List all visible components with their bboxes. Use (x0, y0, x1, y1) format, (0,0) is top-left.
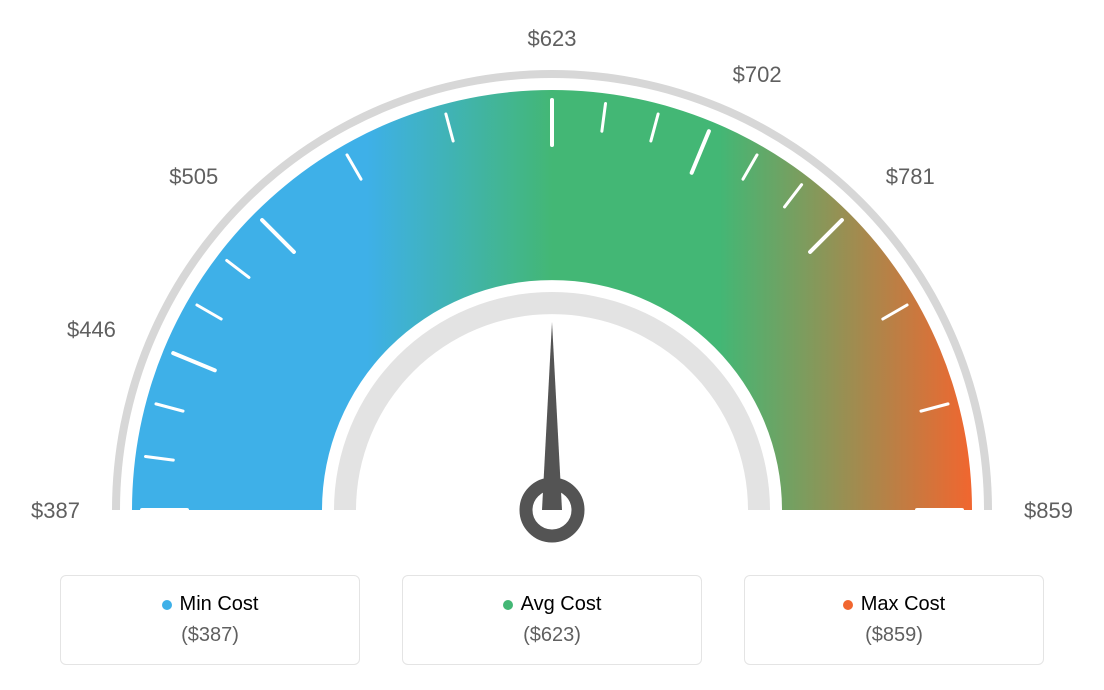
legend-value-min: ($387) (181, 624, 239, 647)
tick-label: $859 (1024, 498, 1073, 524)
legend-label-min: Min Cost (180, 593, 259, 616)
gauge: $387 $446 $505 $623 $702 $781 $859 (0, 0, 1104, 560)
tick-label: $505 (169, 164, 218, 190)
legend-value-max: ($859) (865, 624, 923, 647)
dot-icon (162, 600, 172, 610)
tick-label: $702 (733, 62, 782, 88)
legend-label-max: Max Cost (861, 593, 945, 616)
dot-icon (843, 600, 853, 610)
legend-card-max: Max Cost ($859) (744, 575, 1044, 665)
legend-title-avg: Avg Cost (503, 593, 602, 616)
gauge-svg (0, 0, 1104, 560)
legend-label-avg: Avg Cost (521, 593, 602, 616)
tick-label: $781 (886, 164, 935, 190)
dot-icon (503, 600, 513, 610)
legend-row: Min Cost ($387) Avg Cost ($623) Max Cost… (0, 575, 1104, 665)
tick-label: $387 (31, 498, 80, 524)
tick-label: $623 (528, 26, 577, 52)
legend-card-min: Min Cost ($387) (60, 575, 360, 665)
legend-title-max: Max Cost (843, 593, 945, 616)
tick-label: $446 (67, 317, 116, 343)
legend-title-min: Min Cost (162, 593, 259, 616)
legend-card-avg: Avg Cost ($623) (402, 575, 702, 665)
chart-container: $387 $446 $505 $623 $702 $781 $859 Min Cost ($… (0, 0, 1104, 690)
legend-value-avg: ($623) (523, 624, 581, 647)
